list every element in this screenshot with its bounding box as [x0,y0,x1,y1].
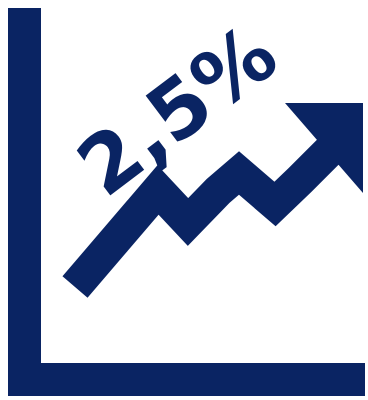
arrowhead-icon [285,103,363,193]
trend-line-icon [62,138,342,298]
